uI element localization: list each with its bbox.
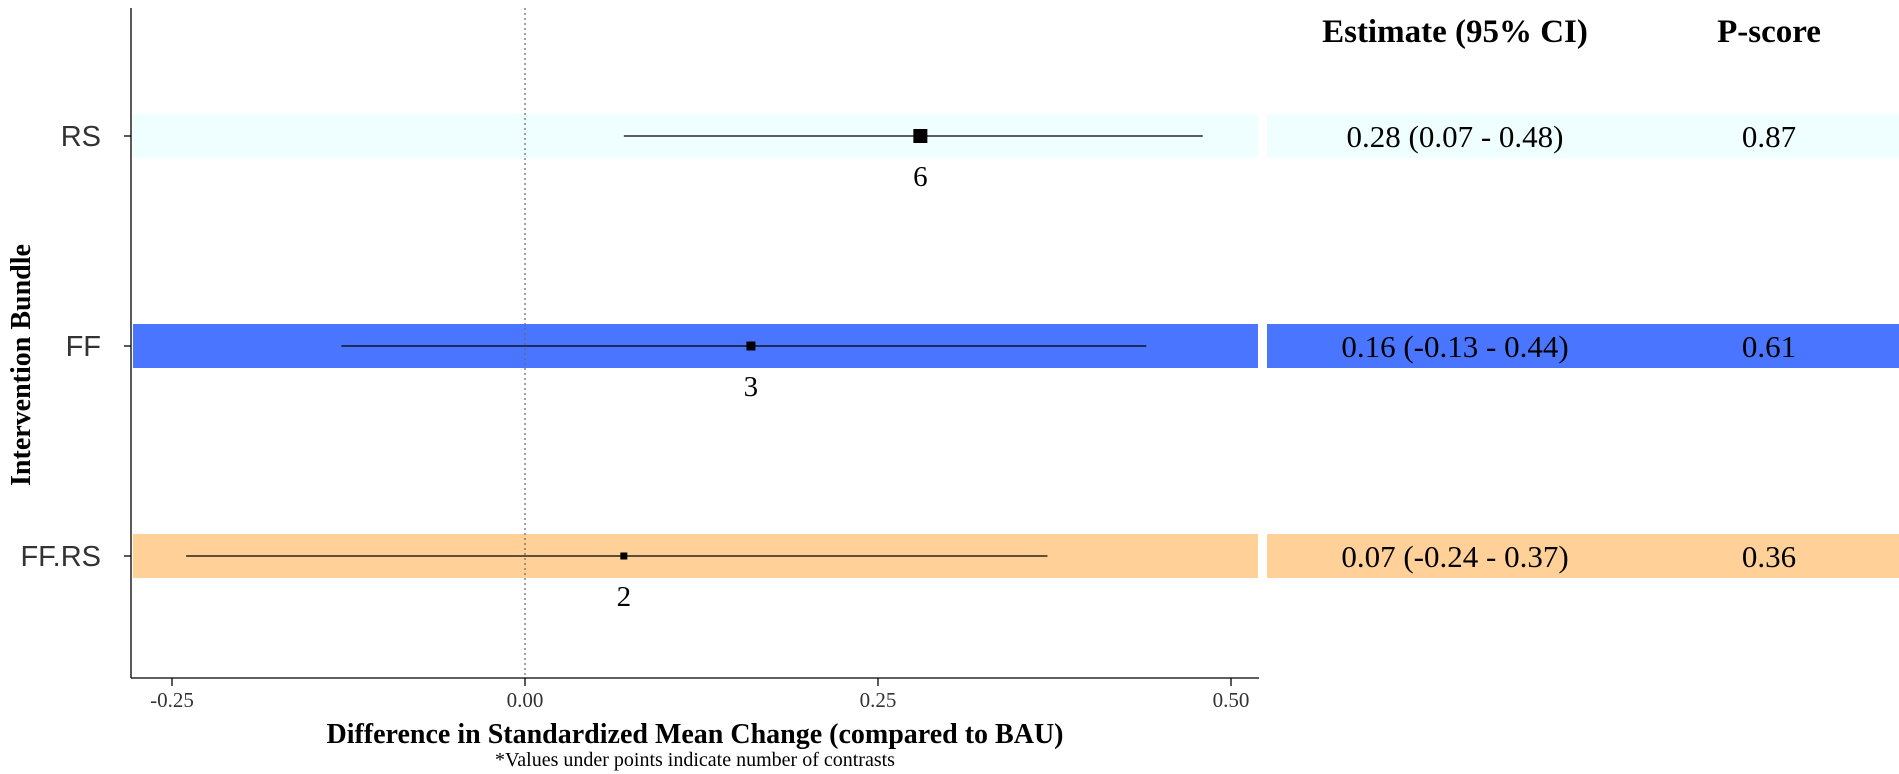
estimate-ci-text: 0.07 (-0.24 - 0.37) [1341,539,1568,574]
x-tick-label: 0.50 [1213,688,1250,712]
row-marks: 6 3 2 [186,129,1203,613]
x-tick-label: 0.00 [507,688,544,712]
point-estimate [913,129,928,143]
x-axis-ticks: -0.25 0.00 0.25 0.50 [150,678,1249,712]
point-estimate [746,341,756,351]
estimate-header: Estimate (95% CI) [1322,14,1588,50]
estimate-ci-text: 0.16 (-0.13 - 0.44) [1341,329,1568,364]
x-tick-label: 0.25 [860,688,897,712]
estimate-ci-text: 0.28 (0.07 - 0.48) [1347,119,1564,154]
pscore-text: 0.61 [1742,329,1796,364]
contrast-count-label: 6 [913,161,928,193]
row-band-table [1267,114,1899,158]
row-band-table [1267,534,1899,578]
footnote: *Values under points indicate number of … [495,749,895,771]
pscore-text: 0.36 [1742,539,1796,574]
y-tick-label: FF [66,331,101,363]
pscore-text: 0.87 [1742,119,1796,154]
y-tick-label: FF.RS [20,541,101,573]
y-tick-label: RS [61,121,101,153]
x-axis-title: Difference in Standardized Mean Change (… [326,719,1063,750]
y-axis-title: Intervention Bundle [6,244,37,486]
contrast-count-label: 2 [617,581,632,613]
estimate-table: 0.28 (0.07 - 0.48) 0.87 0.16 (-0.13 - 0.44… [1341,119,1796,574]
point-estimate [620,552,628,560]
x-tick-label: -0.25 [150,688,194,712]
y-tick-labels: RS FF FF.RS [20,121,131,573]
pscore-header: P-score [1717,14,1821,50]
row-band-table [1267,324,1899,368]
contrast-count-label: 3 [744,371,759,403]
